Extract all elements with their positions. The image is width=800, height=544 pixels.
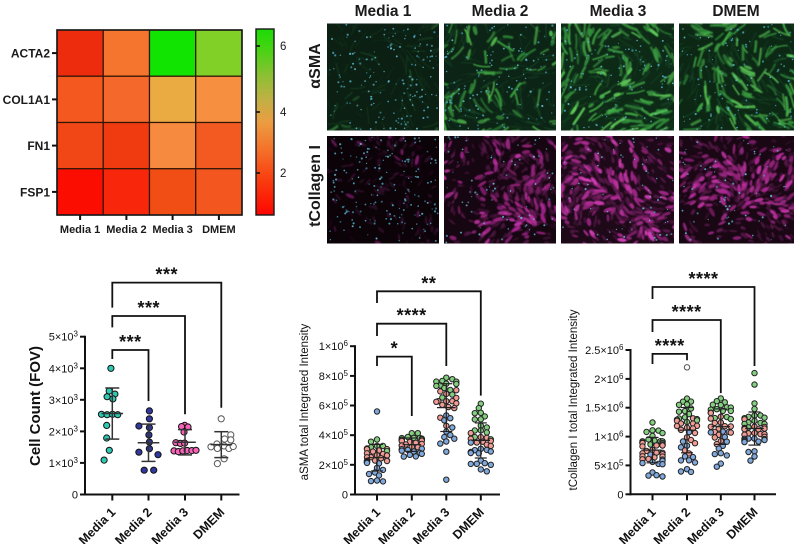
svg-text:DMEM: DMEM [712,3,759,20]
svg-text:tCollagen I total Integrated I: tCollagen I total Integrated Intensity [568,309,580,490]
svg-text:****: **** [688,269,718,289]
svg-text:Media 2: Media 2 [106,224,146,236]
svg-text:1.5×106: 1.5×106 [585,400,624,415]
svg-text:DMEM: DMEM [202,224,236,236]
svg-text:ACTA2: ACTA2 [11,47,50,61]
svg-text:0: 0 [72,490,78,502]
svg-text:Media 2: Media 2 [472,3,529,20]
svg-text:FSP1: FSP1 [20,185,50,199]
svg-text:3×103: 3×103 [49,392,79,407]
svg-text:FN1: FN1 [27,139,50,153]
svg-text:****: **** [672,302,702,322]
svg-text:aSMA total Integrated Intensit: aSMA total Integrated Intensity [299,323,311,480]
svg-text:5×105: 5×105 [594,458,624,473]
svg-text:4×103: 4×103 [49,361,79,376]
svg-text:***: *** [119,332,142,352]
svg-text:DMEM: DMEM [450,505,487,542]
svg-text:DMEM: DMEM [191,505,228,542]
svg-text:Media 3: Media 3 [410,505,452,544]
svg-text:5×103: 5×103 [49,329,79,344]
svg-text:Cell Count (FOV): Cell Count (FOV) [28,346,44,466]
svg-text:Media 1: Media 1 [355,3,412,20]
svg-text:1×106: 1×106 [319,339,349,354]
svg-text:***: *** [156,265,179,285]
svg-text:***: *** [137,298,160,318]
svg-text:*: * [391,339,399,359]
svg-text:4×105: 4×105 [319,428,349,443]
svg-text:****: **** [397,306,427,326]
svg-text:2×106: 2×106 [594,371,624,386]
svg-text:4: 4 [280,107,287,119]
svg-text:1×106: 1×106 [594,429,624,444]
svg-text:6: 6 [280,41,286,53]
svg-text:Media 3: Media 3 [685,505,727,544]
svg-text:2.5×106: 2.5×106 [585,343,624,358]
svg-text:Media 3: Media 3 [152,224,192,236]
svg-text:Media 3: Media 3 [149,505,191,544]
svg-text:2×105: 2×105 [319,457,349,472]
svg-text:2×103: 2×103 [49,424,79,439]
svg-text:Media 1: Media 1 [60,224,100,236]
svg-text:**: ** [421,273,436,293]
svg-text:1×103: 1×103 [49,455,79,470]
svg-text:8×105: 8×105 [319,368,349,383]
svg-text:6×105: 6×105 [319,398,349,413]
svg-text:DMEM: DMEM [724,505,761,542]
svg-text:αSMA: αSMA [307,43,324,89]
svg-text:****: **** [655,336,685,356]
svg-text:Media 3: Media 3 [590,3,647,20]
svg-text:0: 0 [617,489,623,501]
svg-text:tCollagen I: tCollagen I [307,145,324,227]
svg-text:2: 2 [280,168,286,180]
svg-text:0: 0 [342,490,348,502]
svg-text:COL1A1: COL1A1 [3,93,51,107]
